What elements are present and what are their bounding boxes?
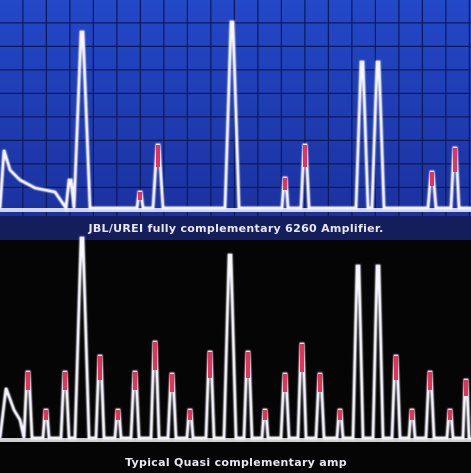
peak-tip bbox=[464, 380, 468, 396]
peak-tip bbox=[208, 352, 212, 378]
peak-tip bbox=[283, 178, 287, 190]
peak-tip bbox=[428, 372, 432, 390]
screenshot: JBL/UREI fully complementary 6260 Amplif… bbox=[0, 0, 471, 473]
peak-tip bbox=[300, 344, 304, 372]
peak-tip bbox=[116, 410, 120, 420]
peak-tip bbox=[138, 192, 142, 200]
peak-tip bbox=[98, 356, 102, 380]
peak-tip bbox=[430, 172, 434, 186]
peak-tip bbox=[44, 410, 48, 420]
peak-tip bbox=[63, 372, 67, 390]
peak-tip bbox=[394, 356, 398, 380]
peak-tip bbox=[153, 342, 157, 370]
peak-tip bbox=[246, 352, 250, 378]
peak-tip bbox=[338, 410, 342, 420]
noise-floor bbox=[0, 438, 471, 442]
noise-floor bbox=[0, 208, 471, 212]
peak-tip bbox=[26, 372, 30, 390]
peak-tip bbox=[283, 374, 287, 392]
peak-tip bbox=[303, 145, 307, 167]
peak-tip bbox=[453, 148, 457, 172]
peak-tip bbox=[133, 372, 137, 390]
peak-tip bbox=[318, 374, 322, 392]
peak-tip bbox=[410, 410, 414, 420]
bottom-caption: Typical Quasi complementary amp bbox=[125, 456, 347, 469]
peak-tip bbox=[156, 145, 160, 167]
peak-tip bbox=[263, 410, 267, 420]
peak-tip bbox=[448, 410, 452, 420]
peak-tip bbox=[170, 374, 174, 392]
peak-tip bbox=[188, 410, 192, 420]
top-caption: JBL/UREI fully complementary 6260 Amplif… bbox=[87, 222, 383, 235]
page: JBL/UREI fully complementary 6260 Amplif… bbox=[0, 0, 471, 473]
